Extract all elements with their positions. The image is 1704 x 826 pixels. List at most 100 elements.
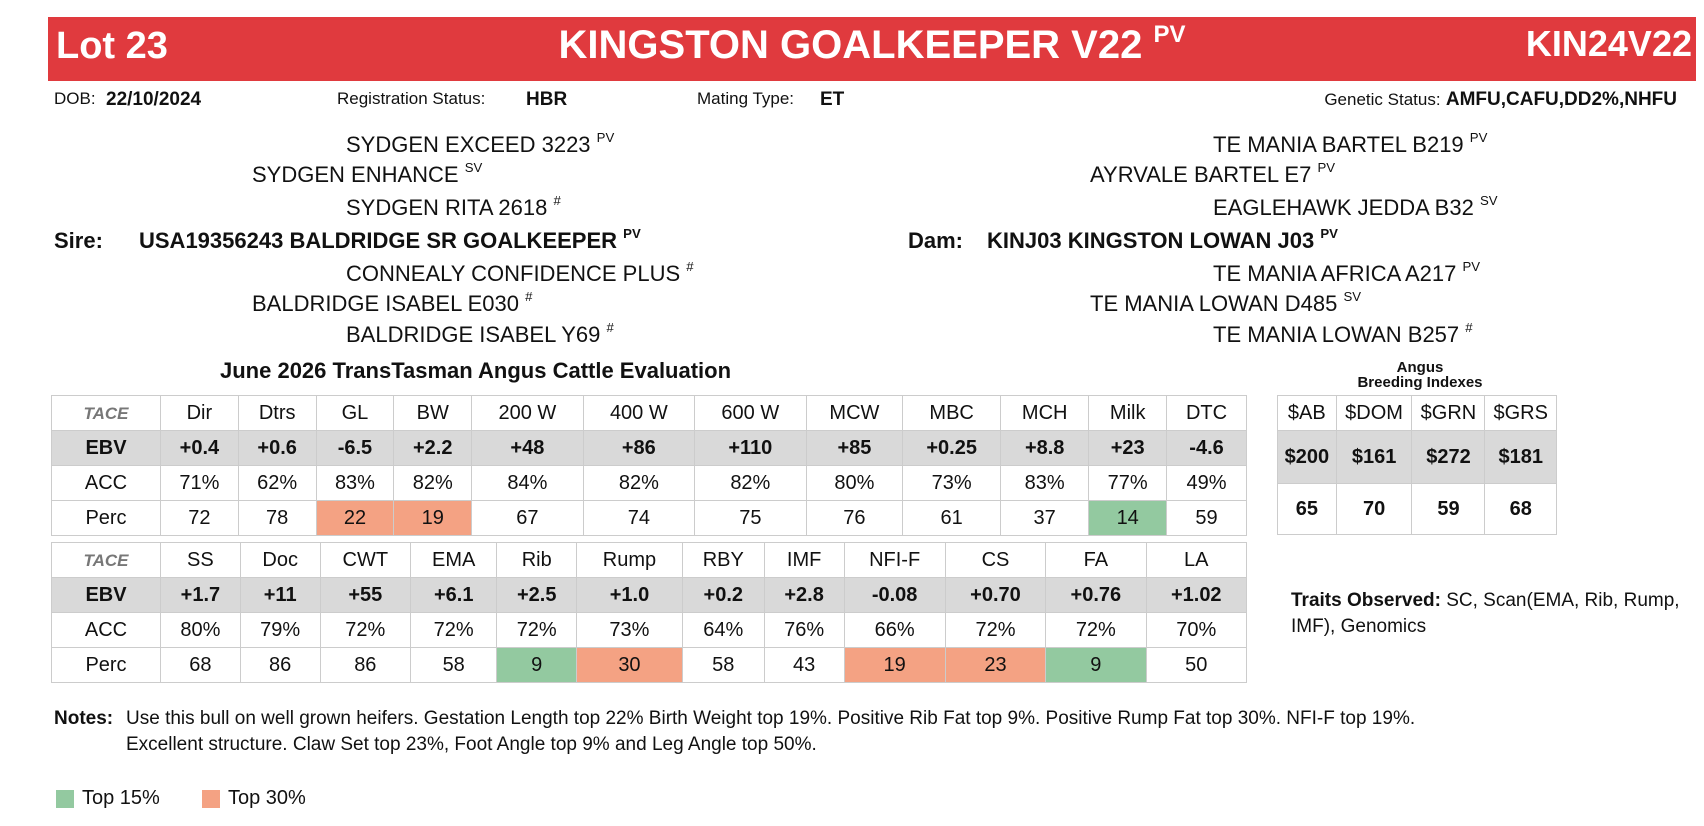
pedigree-entry: BALDRIDGE ISABEL E030 #	[252, 289, 532, 317]
pedigree-entry: TE MANIA LOWAN D485 SV	[1090, 289, 1361, 317]
ancestor-name: SYDGEN EXCEED 3223	[346, 132, 591, 157]
column-header: Doc	[239, 542, 321, 578]
cell: 82%	[694, 465, 807, 501]
row-label: ACC	[51, 465, 161, 501]
cell: 9	[1045, 647, 1147, 683]
row-label: Perc	[51, 647, 161, 683]
ancestor-name: TE MANIA BARTEL B219	[1213, 132, 1464, 157]
ancestor-name: EAGLEHAWK JEDDA B32	[1213, 195, 1474, 220]
column-header: DTC	[1166, 395, 1247, 431]
status: PV	[1320, 226, 1338, 241]
column-header: 400 W	[582, 395, 696, 431]
pedigree-entry: SYDGEN RITA 2618 #	[346, 193, 561, 221]
cell: 77%	[1088, 465, 1168, 501]
cell: +0.70	[944, 577, 1047, 613]
genetic-value: AMFU,CAFU,DD2%,NHFU	[1445, 89, 1677, 110]
traits-text: SC, Scan(EMA, Rib, Rump, IMF), Genomics	[1291, 590, 1680, 637]
row-label: EBV	[51, 430, 161, 466]
status: PV	[1469, 130, 1488, 145]
cell: 66%	[843, 612, 946, 648]
index-table: $AB $DOM $GRN $GRS $200 $161 $272 $181 65 70 59 68	[1277, 395, 1557, 535]
parent-label: Dam:	[908, 228, 964, 253]
cell: +0.6	[237, 430, 317, 466]
status: #	[606, 320, 614, 335]
header-row: TACE SS Doc CWT EMA Rib Rump RBY IMF NFI-F CS FA LA	[51, 542, 1248, 578]
ancestor-name: KINJ03 KINGSTON LOWAN J03	[987, 228, 1315, 253]
notes-line: Use this bull on well grown heifers. Ges…	[126, 708, 1416, 729]
column-header: MCW	[805, 395, 904, 431]
reg: HBR	[526, 89, 568, 110]
cell: 68	[1484, 483, 1557, 535]
lot: Lot 23	[56, 25, 168, 67]
column-header: LA	[1145, 542, 1248, 578]
data-row: Perc 68 86 86 58 9 30 58 43 19 23 9 50	[51, 647, 1248, 683]
column-header: $DOM	[1335, 395, 1413, 431]
status: PV	[1153, 21, 1186, 48]
cell: 72%	[496, 612, 578, 648]
index-title: Angus Breeding Indexes	[1290, 360, 1550, 390]
ancestor-name: CONNEALY CONFIDENCE PLUS	[346, 261, 681, 286]
cell: +110	[694, 430, 807, 466]
ancestor-name: BALDRIDGE ISABEL Y69	[346, 322, 601, 347]
cell: 50	[1145, 647, 1248, 683]
data-row: $200 $161 $272 $181	[1277, 430, 1557, 484]
cell: 73%	[902, 465, 1002, 501]
cell: 62%	[237, 465, 317, 501]
legend-label: Top 15%	[82, 787, 160, 809]
cell: 84%	[471, 465, 584, 501]
cell: 73%	[576, 612, 683, 648]
status: PV	[1462, 259, 1481, 274]
data-row: Perc 72 78 22 19 67 74 75 76 61 37 14 59	[51, 500, 1247, 536]
column-header: Dtrs	[237, 395, 317, 431]
column-header: CS	[944, 542, 1047, 578]
column-header: GL	[315, 395, 395, 431]
header-bar: Lot 23 KINGSTON GOALKEEPER V22 PV KIN24V…	[48, 17, 1696, 81]
pedigree-entry: KINJ03 KINGSTON LOWAN J03 PV	[987, 226, 1338, 254]
cell: 72%	[319, 612, 412, 648]
cell: +0.76	[1045, 577, 1147, 613]
cell: 59	[1411, 483, 1486, 535]
cell: 83%	[315, 465, 395, 501]
status: PV	[623, 226, 641, 241]
row-label: Perc	[51, 500, 161, 536]
column-header: 600 W	[694, 395, 807, 431]
column-header: $GRS	[1484, 395, 1557, 431]
row-label: EBV	[51, 577, 161, 613]
column-header: MCH	[1000, 395, 1090, 431]
data-row: ACC 71% 62% 83% 82% 84% 82% 82% 80% 73% 83% 77% 49%	[51, 465, 1247, 501]
column-header: Rib	[496, 542, 578, 578]
cell: +86	[582, 430, 696, 466]
logo-cell: TACE	[51, 542, 161, 578]
cell: 67	[471, 500, 584, 536]
code: KIN24V22	[1525, 23, 1692, 64]
cell: +6.1	[410, 577, 498, 613]
cell: 61	[902, 500, 1002, 536]
data-row: EBV +0.4 +0.6 -6.5 +2.2 +48 +86 +110 +85 +0.25 +8.…	[51, 430, 1247, 466]
data-row: 65 70 59 68	[1277, 483, 1557, 535]
cell: 65	[1277, 483, 1337, 535]
cell: 80%	[805, 465, 904, 501]
data-row: ACC 80% 79% 72% 72% 72% 73% 64% 76% 66% 72% 72% 70%	[51, 612, 1248, 648]
pedigree-entry: TE MANIA AFRICA A217 PV	[1213, 259, 1481, 287]
reg-label: Registration Status:	[337, 89, 486, 108]
cell: $272	[1411, 430, 1486, 484]
pedigree-entry: TE MANIA LOWAN B257 #	[1213, 320, 1473, 348]
column-header: CWT	[319, 542, 412, 578]
cell: 19	[393, 500, 473, 536]
genetic-label: Genetic Status:	[1324, 90, 1441, 109]
cell: +48	[471, 430, 584, 466]
cell: +1.0	[576, 577, 683, 613]
ancestor-name: USA19356243 BALDRIDGE SR GOALKEEPER	[139, 228, 618, 253]
cell: 76%	[763, 612, 845, 648]
cell: +55	[319, 577, 412, 613]
status: SV	[464, 160, 483, 175]
cell: 68	[160, 647, 241, 683]
legend-swatch	[56, 790, 74, 808]
ancestor-name: TE MANIA AFRICA A217	[1213, 261, 1457, 286]
cell: 78	[237, 500, 317, 536]
traits-label: Traits Observed:	[1291, 590, 1441, 611]
cell: 9	[496, 647, 578, 683]
index-title-line: Breeding Indexes	[1357, 374, 1483, 391]
column-header: IMF	[763, 542, 845, 578]
column-header: NFI-F	[843, 542, 946, 578]
